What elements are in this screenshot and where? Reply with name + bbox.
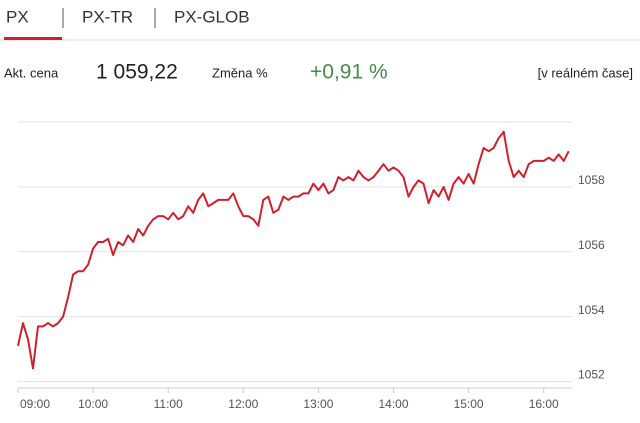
price-label: Akt. cena (4, 65, 59, 80)
change: +0,91 % (310, 61, 388, 84)
x-tick-label: 15:00 (454, 397, 484, 411)
tab[interactable]: PX-GLOB (174, 7, 250, 26)
x-tick-label: 16:00 (529, 397, 559, 411)
tab[interactable]: PX-TR (82, 7, 133, 26)
tab[interactable]: PX (6, 7, 29, 26)
y-tick-label: 1052 (578, 368, 605, 382)
change-label: Změna % (212, 65, 268, 80)
x-tick-label: 10:00 (78, 397, 108, 411)
x-tick-label: 12:00 (228, 397, 258, 411)
x-tick-label: 11:00 (154, 397, 183, 411)
active-tab-underline (4, 37, 62, 40)
y-tick-label: 1058 (578, 173, 605, 187)
y-tick-label: 1054 (578, 303, 605, 317)
x-tick-label: 14:00 (378, 397, 408, 411)
x-tick-label: 13:00 (303, 397, 333, 411)
y-tick-label: 1056 (578, 238, 605, 252)
realtime-note: [v reálném čase] (538, 65, 633, 80)
price-line (17, 130, 570, 370)
x-tick-label: 09:00 (20, 397, 50, 411)
price: 1 059,22 (96, 61, 178, 84)
